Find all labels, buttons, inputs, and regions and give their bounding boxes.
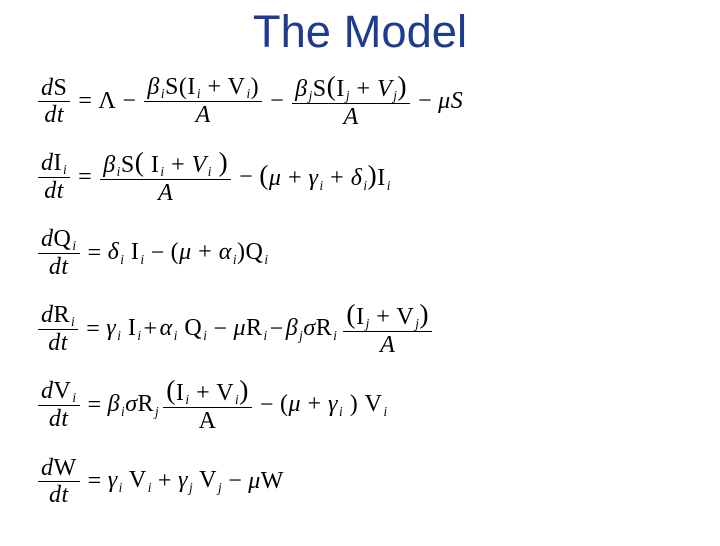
- equation-row: dQi dt = δi Ii − (μ + αi)Qi: [36, 218, 720, 288]
- page-title: The Model: [0, 6, 720, 58]
- equation-block: dS dt = Λ − βiS(Ii + Vi) A − βjS(Ij + Vj…: [0, 66, 720, 516]
- equation-row: dW dt = γi Vi + γj Vj − μW: [36, 446, 720, 516]
- equation-row: dRi dt = γi Ii + αi Qi − μRi − βjσRi (Ij…: [36, 294, 720, 364]
- equation-row: dIi dt = βiS( Ii + Vi ) A − (μ + γi + δi…: [36, 142, 720, 212]
- equation-row: dS dt = Λ − βiS(Ii + Vi) A − βjS(Ij + Vj…: [36, 66, 720, 136]
- equation-row: dVi dt = βiσRj (Ii + Vi) A − (μ + γi ) V…: [36, 370, 720, 440]
